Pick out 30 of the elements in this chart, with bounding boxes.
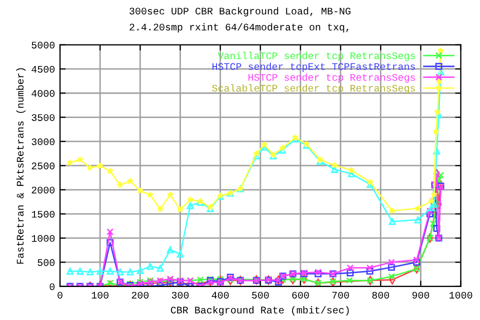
legend-label: HSTCP sender tcpExt TCPFastRetrans	[212, 62, 415, 72]
x-tick-label: 800	[372, 292, 390, 299]
x-tick-label: 0	[58, 292, 62, 299]
chart-title: 300sec UDP CBR Background Load, MB-NG	[130, 7, 350, 16]
y-tick-label: 3500	[32, 114, 55, 121]
x-tick-label: 700	[332, 292, 349, 299]
x-tick-label: 500	[252, 292, 269, 299]
x-axis-title: CBR Background Rate (mbit/sec)	[170, 306, 349, 316]
y-tick-label: 2500	[32, 162, 55, 170]
y-tick-label: 2000	[32, 186, 55, 194]
y-axis-title: FastRetran & PktsRetrans (number)	[16, 68, 26, 264]
x-tick-label: 900	[412, 292, 430, 299]
x-tick-label: 200	[132, 292, 149, 299]
y-tick-label: 4500	[32, 66, 55, 73]
y-tick-label: 0	[50, 283, 55, 290]
x-tick-label: 300	[172, 292, 189, 299]
legend-label: ScalableTCP sender tcp RetransSegs	[212, 84, 415, 94]
legend-label: HSTCP sender tcp RetransSegs	[248, 73, 415, 83]
x-tick-label: 400	[212, 292, 229, 299]
y-tick-label: 1000	[32, 235, 55, 242]
chart-subtitle: 2.4.20smp rxint 64/64moderate on txq,	[130, 23, 348, 32]
legend-label: VanillaTCP sender tcp RetransSegs	[218, 52, 415, 62]
y-tick-label: 3000	[32, 138, 55, 146]
x-tick-label: 600	[292, 292, 309, 299]
y-tick-label: 1500	[32, 210, 55, 218]
y-tick-label: 500	[38, 259, 55, 266]
x-tick-label: 100	[92, 292, 108, 299]
y-tick-label: 5000	[32, 42, 55, 49]
y-tick-label: 4000	[32, 90, 55, 97]
x-tick-label: 1000	[450, 292, 472, 299]
